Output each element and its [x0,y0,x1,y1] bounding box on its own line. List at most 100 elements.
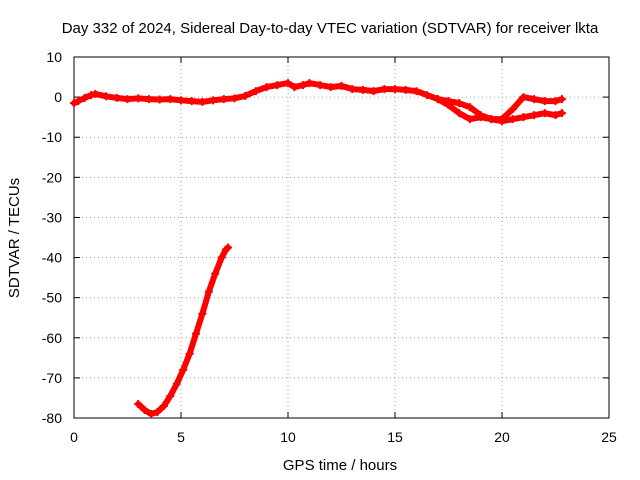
x-tick-label: 20 [494,429,510,445]
data-point [530,111,539,120]
data-point [423,91,432,100]
data-point [391,85,399,94]
data-point [140,405,149,414]
data-point [159,401,168,410]
data-point [305,79,314,88]
data-point [557,109,566,118]
y-tick-label: -60 [42,330,62,346]
chart-title: Day 332 of 2024, Sidereal Day-to-day VTE… [62,20,599,37]
data-point [540,97,549,106]
data-point [87,91,96,100]
data-point [508,115,517,124]
data-point [519,113,528,122]
data-point [166,95,175,104]
y-tick-label: -70 [42,370,62,386]
y-tick-label: -80 [42,410,62,426]
x-tick-label: 5 [177,429,185,445]
series-2 [134,243,233,418]
data-point [551,97,560,106]
data-point [211,269,220,278]
data-point [80,93,89,102]
data-point [358,85,367,94]
data-point [433,95,442,104]
y-tick-label: -20 [42,169,62,185]
data-point [251,87,260,96]
data-point [144,95,153,104]
data-point [112,93,121,102]
data-point [224,243,233,252]
data-point [198,97,207,106]
x-tick-label: 10 [280,429,296,445]
data-point [134,399,143,408]
y-tick-labels: 10 0 -10 -20 -30 -40 -50 -60 -70 -80 [42,49,62,426]
data-point [337,81,346,90]
data-point [557,95,566,104]
y-tick-label: -30 [42,209,62,225]
data-point [204,287,213,296]
series-1 [433,93,566,124]
data-point [530,95,539,104]
data-point [198,309,207,318]
data-point [147,409,156,418]
data-point [134,94,143,103]
x-tick-labels: 0 5 10 15 20 25 [70,429,617,445]
data-point [508,105,517,114]
data-point [70,99,78,108]
y-axis-label: SDTVAR / TECUs [6,178,23,298]
data-point [177,96,185,105]
data-point [326,83,335,92]
grid-lines [74,57,609,418]
y-tick-label: -10 [42,129,62,145]
data-point [455,109,464,118]
data-point [230,94,239,103]
data-point [476,111,485,120]
y-tick-label: -40 [42,250,62,266]
data-point [187,97,196,106]
data-point [348,85,357,94]
data-point [219,95,228,104]
plot-frame [73,56,610,419]
x-tick-label: 0 [70,429,78,445]
data-point [74,97,83,106]
data-point [123,95,132,104]
x-axis-label: GPS time / hours [283,457,397,474]
data-point [217,253,226,262]
data-point [401,85,410,94]
data-point [465,115,474,124]
data-point [185,349,194,358]
series-group [70,79,566,418]
data-point [155,95,164,104]
y-tick-label: -50 [42,290,62,306]
data-point [166,391,175,400]
data-point [153,407,162,416]
data-point [179,365,188,374]
data-point [102,92,111,101]
y-tick-label: 0 [54,89,62,105]
data-point [209,96,218,105]
data-point [487,115,496,124]
data-point [519,93,528,102]
x-tick-label: 15 [387,429,403,445]
data-point [540,109,549,118]
data-point [290,83,299,92]
axis-ticks [73,56,610,419]
data-point [455,99,464,108]
data-point [465,103,474,112]
data-point [262,83,271,92]
data-point [273,81,282,90]
data-point [412,87,421,96]
data-point [172,379,181,388]
data-point [298,81,307,90]
data-point [191,329,200,338]
data-point [444,97,453,106]
x-tick-label: 25 [601,429,617,445]
data-point [91,89,100,98]
data-point [498,115,506,124]
y-tick-label: 10 [46,49,62,65]
data-point [551,111,560,120]
data-point [316,81,325,90]
data-point [241,91,250,100]
data-point [369,87,378,96]
data-point [284,79,292,88]
